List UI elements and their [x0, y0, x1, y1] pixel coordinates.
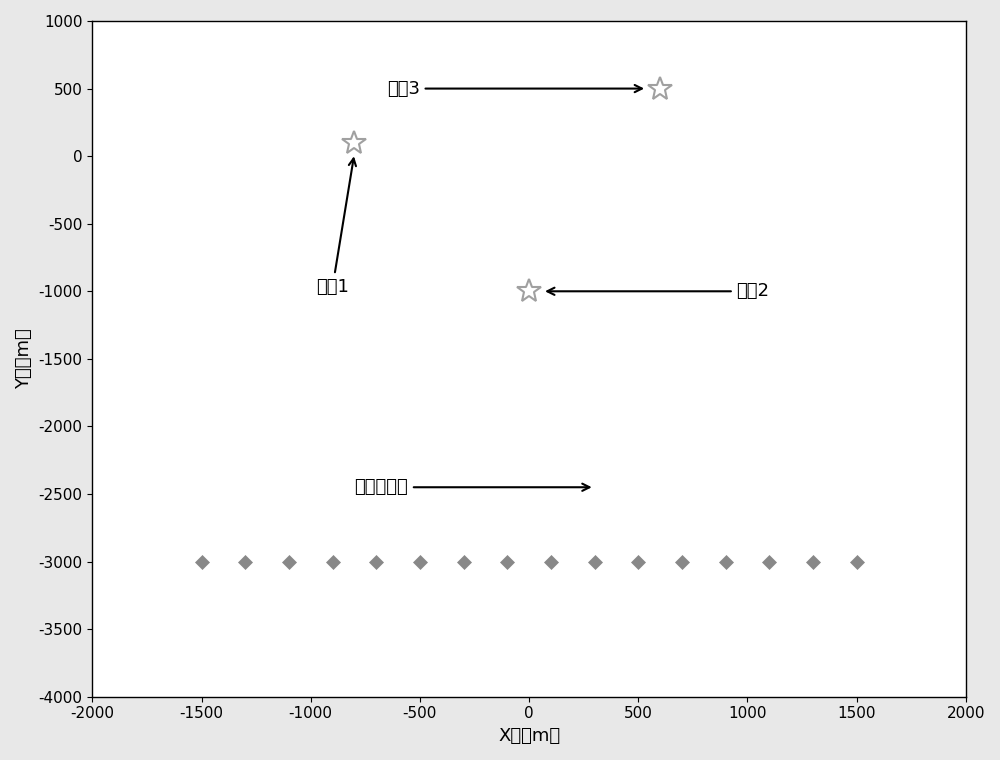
X-axis label: X轴（m）: X轴（m）: [498, 727, 560, 745]
Text: 观测站路径: 观测站路径: [354, 478, 589, 496]
Y-axis label: Y轴（m）: Y轴（m）: [15, 328, 33, 389]
Text: 目标1: 目标1: [316, 159, 356, 296]
Text: 目标3: 目标3: [387, 80, 642, 97]
Text: 目标2: 目标2: [547, 282, 769, 300]
